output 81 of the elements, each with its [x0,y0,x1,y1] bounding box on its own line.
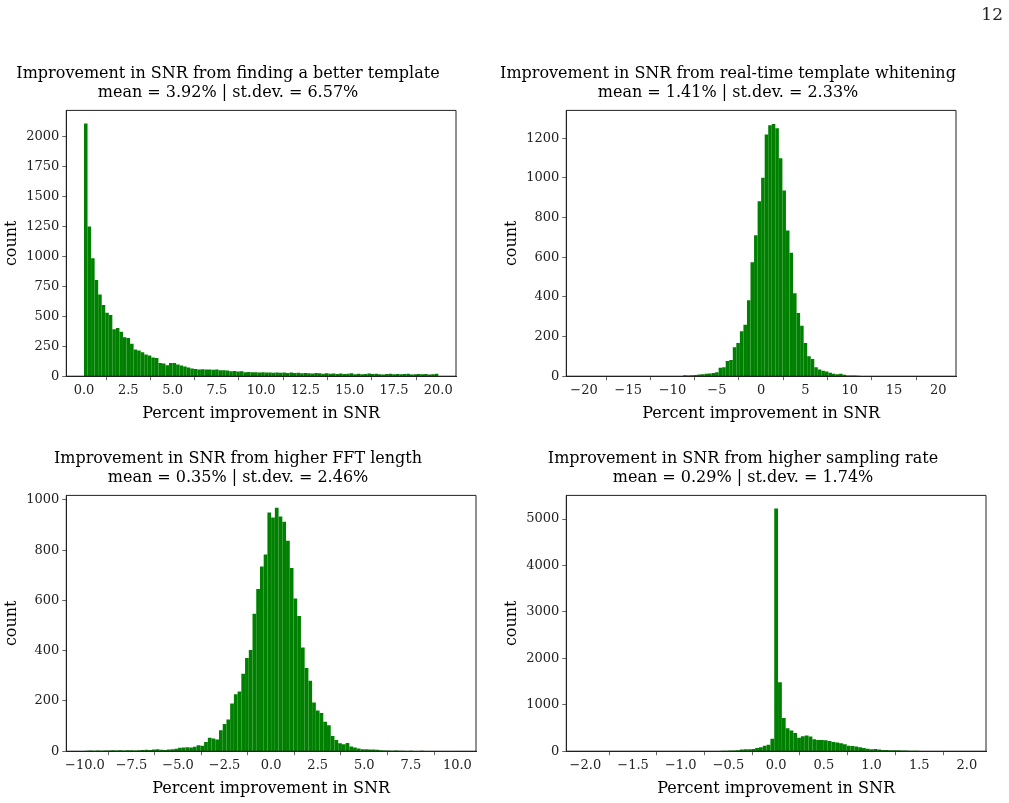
x-tick-label: 0.0 [260,757,282,773]
y-tick-label: 0 [551,742,560,758]
y-tick-label: 2000 [26,128,60,144]
y-tick-label: 1500 [26,187,60,203]
chart-title: Improvement in SNR from higher sampling rate [547,447,939,467]
y-tick-label: 1000 [26,491,60,507]
chart-title: Improvement in SNR from real-time template whitening [500,62,956,82]
y-tick-label: 1000 [526,696,560,712]
y-tick-label: 800 [534,208,560,224]
x-tick-label: 2.5 [307,757,329,773]
y-tick-label: 1750 [26,158,60,174]
x-tick-label: 5 [801,382,810,398]
x-tick-label: 15.0 [335,382,365,398]
x-tick-label: 5.0 [353,757,375,773]
x-tick-label: 2.5 [117,382,139,398]
x-tick-label: 15 [885,382,903,398]
x-tick-label: 0.0 [73,382,95,398]
x-tick-label: 7.5 [206,382,228,398]
x-axis-title: Percent improvement in SNR [657,777,896,797]
y-tick-label: 0 [51,367,60,383]
y-tick-label: 2000 [526,649,560,665]
x-tick-label: −10 [658,382,687,398]
y-tick-label: 400 [534,288,560,304]
x-axis-title: Percent improvement in SNR [642,402,881,422]
y-axis-title: count [500,219,520,267]
x-tick-label: −10.0 [64,757,105,773]
x-tick-label: 0.5 [813,757,835,773]
x-tick-label: −5 [707,382,727,398]
y-tick-label: 1000 [26,247,60,263]
x-tick-label: 1.0 [861,757,882,773]
x-tick-label: −1.0 [664,757,697,773]
y-tick-label: 1250 [26,217,60,233]
y-tick-label: 5000 [526,510,560,526]
chart-title: Improvement in SNR from higher FFT length [53,447,423,467]
x-tick-label: 7.5 [400,757,422,773]
y-axis-title: count [500,599,520,647]
x-tick-label: 2.0 [956,757,978,773]
x-axis-title: Percent improvement in SNR [142,402,381,422]
chart-subtitle: mean = 3.92% | st.dev. = 6.57% [97,81,359,101]
x-tick-label: 1.5 [908,757,930,773]
y-tick-label: 200 [34,692,60,708]
x-tick-label: 17.5 [379,382,409,398]
y-tick-label: 1000 [526,169,560,185]
y-tick-label: 500 [34,307,60,323]
y-tick-label: 3000 [526,603,560,619]
y-tick-label: 750 [34,277,60,293]
y-tick-label: 200 [534,327,560,343]
x-tick-label: 0 [757,382,766,398]
x-tick-label: −0.5 [712,757,745,773]
chart-title: Improvement in SNR from finding a better template [16,62,440,82]
x-tick-label: 20 [930,382,947,398]
y-tick-label: 0 [551,367,560,383]
chart-subtitle: mean = 0.35% | st.dev. = 2.46% [107,466,369,486]
y-tick-label: 600 [34,591,60,607]
x-tick-label: −1.5 [617,757,649,773]
x-axis-title: Percent improvement in SNR [152,777,391,797]
y-tick-label: 400 [34,642,60,658]
x-tick-label: −15 [614,382,642,398]
y-tick-label: 250 [34,337,60,353]
y-tick-label: 600 [534,248,560,264]
y-axis-title: count [0,219,20,267]
x-tick-label: 0.0 [765,757,787,773]
x-tick-label: 10.0 [442,757,472,773]
x-tick-label: −2.5 [208,757,241,773]
x-tick-label: 5.0 [162,382,183,398]
chart-subtitle: mean = 0.29% | st.dev. = 1.74% [612,466,874,486]
y-tick-label: 800 [34,541,60,557]
x-tick-label: 10.0 [246,382,276,398]
text: 12 [981,4,1003,24]
x-tick-label: −7.5 [115,757,148,773]
x-tick-label: 10 [841,382,858,398]
x-tick-label: 20.0 [423,382,453,398]
x-tick-label: 12.5 [290,382,320,398]
x-tick-label: −2.0 [569,757,602,773]
y-axis-title: count [0,599,20,647]
x-tick-label: −20 [570,382,598,398]
y-tick-label: 0 [51,742,60,758]
y-tick-label: 1200 [526,129,560,145]
x-tick-label: −5.0 [162,757,194,773]
y-tick-label: 4000 [526,556,560,572]
chart-subtitle: mean = 1.41% | st.dev. = 2.33% [597,81,859,101]
